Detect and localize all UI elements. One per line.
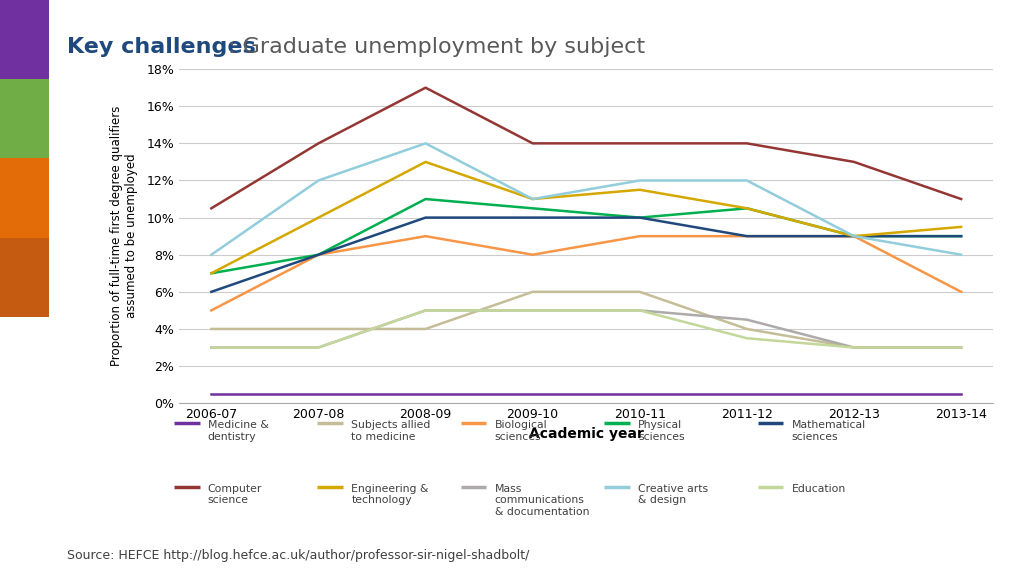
Text: Physical
sciences: Physical sciences	[638, 420, 685, 442]
X-axis label: Academic year: Academic year	[528, 427, 644, 441]
Text: : Graduate unemployment by subject: : Graduate unemployment by subject	[228, 37, 645, 58]
Text: Source: HEFCE http://blog.hefce.ac.uk/author/professor-sir-nigel-shadbolt/: Source: HEFCE http://blog.hefce.ac.uk/au…	[67, 548, 529, 562]
Text: Biological
sciences: Biological sciences	[495, 420, 547, 442]
Text: Computer
science: Computer science	[208, 484, 262, 506]
Text: Key challenges: Key challenges	[67, 37, 255, 58]
Text: Mathematical
sciences: Mathematical sciences	[792, 420, 865, 442]
Text: Engineering &
technology: Engineering & technology	[351, 484, 429, 506]
Text: Mass
communications
& documentation: Mass communications & documentation	[495, 484, 589, 517]
Text: Education: Education	[792, 484, 846, 494]
Text: Creative arts
& design: Creative arts & design	[638, 484, 708, 506]
Text: Subjects allied
to medicine: Subjects allied to medicine	[351, 420, 431, 442]
Text: Medicine &
dentistry: Medicine & dentistry	[208, 420, 268, 442]
Y-axis label: Proportion of full-time first degree qualifiers
assumed to be unemployed: Proportion of full-time first degree qua…	[111, 106, 138, 366]
